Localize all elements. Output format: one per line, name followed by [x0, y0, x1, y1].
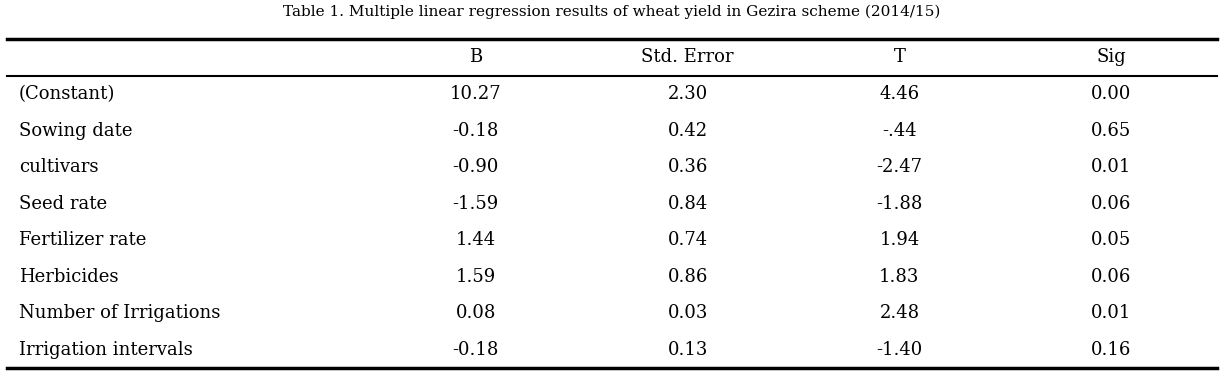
Text: 0.86: 0.86 — [667, 268, 707, 286]
Text: 0.00: 0.00 — [1091, 85, 1131, 103]
Text: Table 1. Multiple linear regression results of wheat yield in Gezira scheme (201: Table 1. Multiple linear regression resu… — [283, 4, 941, 19]
Text: Std. Error: Std. Error — [641, 48, 734, 66]
Text: 0.36: 0.36 — [667, 158, 707, 176]
Text: 2.48: 2.48 — [879, 304, 919, 322]
Text: -1.88: -1.88 — [876, 195, 923, 213]
Text: Number of Irrigations: Number of Irrigations — [20, 304, 220, 322]
Text: 0.06: 0.06 — [1091, 268, 1131, 286]
Text: 4.46: 4.46 — [879, 85, 919, 103]
Text: 1.44: 1.44 — [455, 231, 496, 249]
Text: Sig: Sig — [1097, 48, 1126, 66]
Text: cultivars: cultivars — [20, 158, 99, 176]
Text: 0.16: 0.16 — [1091, 341, 1131, 359]
Text: 2.30: 2.30 — [667, 85, 707, 103]
Text: Irrigation intervals: Irrigation intervals — [20, 341, 193, 359]
Text: -1.40: -1.40 — [876, 341, 923, 359]
Text: -1.59: -1.59 — [453, 195, 499, 213]
Text: 1.83: 1.83 — [879, 268, 919, 286]
Text: 0.05: 0.05 — [1091, 231, 1131, 249]
Text: Fertilizer rate: Fertilizer rate — [20, 231, 147, 249]
Text: 0.06: 0.06 — [1091, 195, 1131, 213]
Text: Herbicides: Herbicides — [20, 268, 119, 286]
Text: -0.18: -0.18 — [453, 122, 499, 139]
Text: 0.42: 0.42 — [667, 122, 707, 139]
Text: -0.90: -0.90 — [453, 158, 499, 176]
Text: 1.94: 1.94 — [879, 231, 919, 249]
Text: 0.08: 0.08 — [455, 304, 496, 322]
Text: 10.27: 10.27 — [450, 85, 502, 103]
Text: -.44: -.44 — [883, 122, 917, 139]
Text: 0.01: 0.01 — [1091, 304, 1131, 322]
Text: T: T — [894, 48, 906, 66]
Text: B: B — [469, 48, 482, 66]
Text: (Constant): (Constant) — [20, 85, 115, 103]
Text: 0.65: 0.65 — [1091, 122, 1131, 139]
Text: 0.84: 0.84 — [667, 195, 707, 213]
Text: Sowing date: Sowing date — [20, 122, 132, 139]
Text: -2.47: -2.47 — [876, 158, 923, 176]
Text: 1.59: 1.59 — [455, 268, 496, 286]
Text: 0.74: 0.74 — [667, 231, 707, 249]
Text: Seed rate: Seed rate — [20, 195, 108, 213]
Text: 0.13: 0.13 — [667, 341, 707, 359]
Text: -0.18: -0.18 — [453, 341, 499, 359]
Text: 0.03: 0.03 — [667, 304, 707, 322]
Text: 0.01: 0.01 — [1091, 158, 1131, 176]
